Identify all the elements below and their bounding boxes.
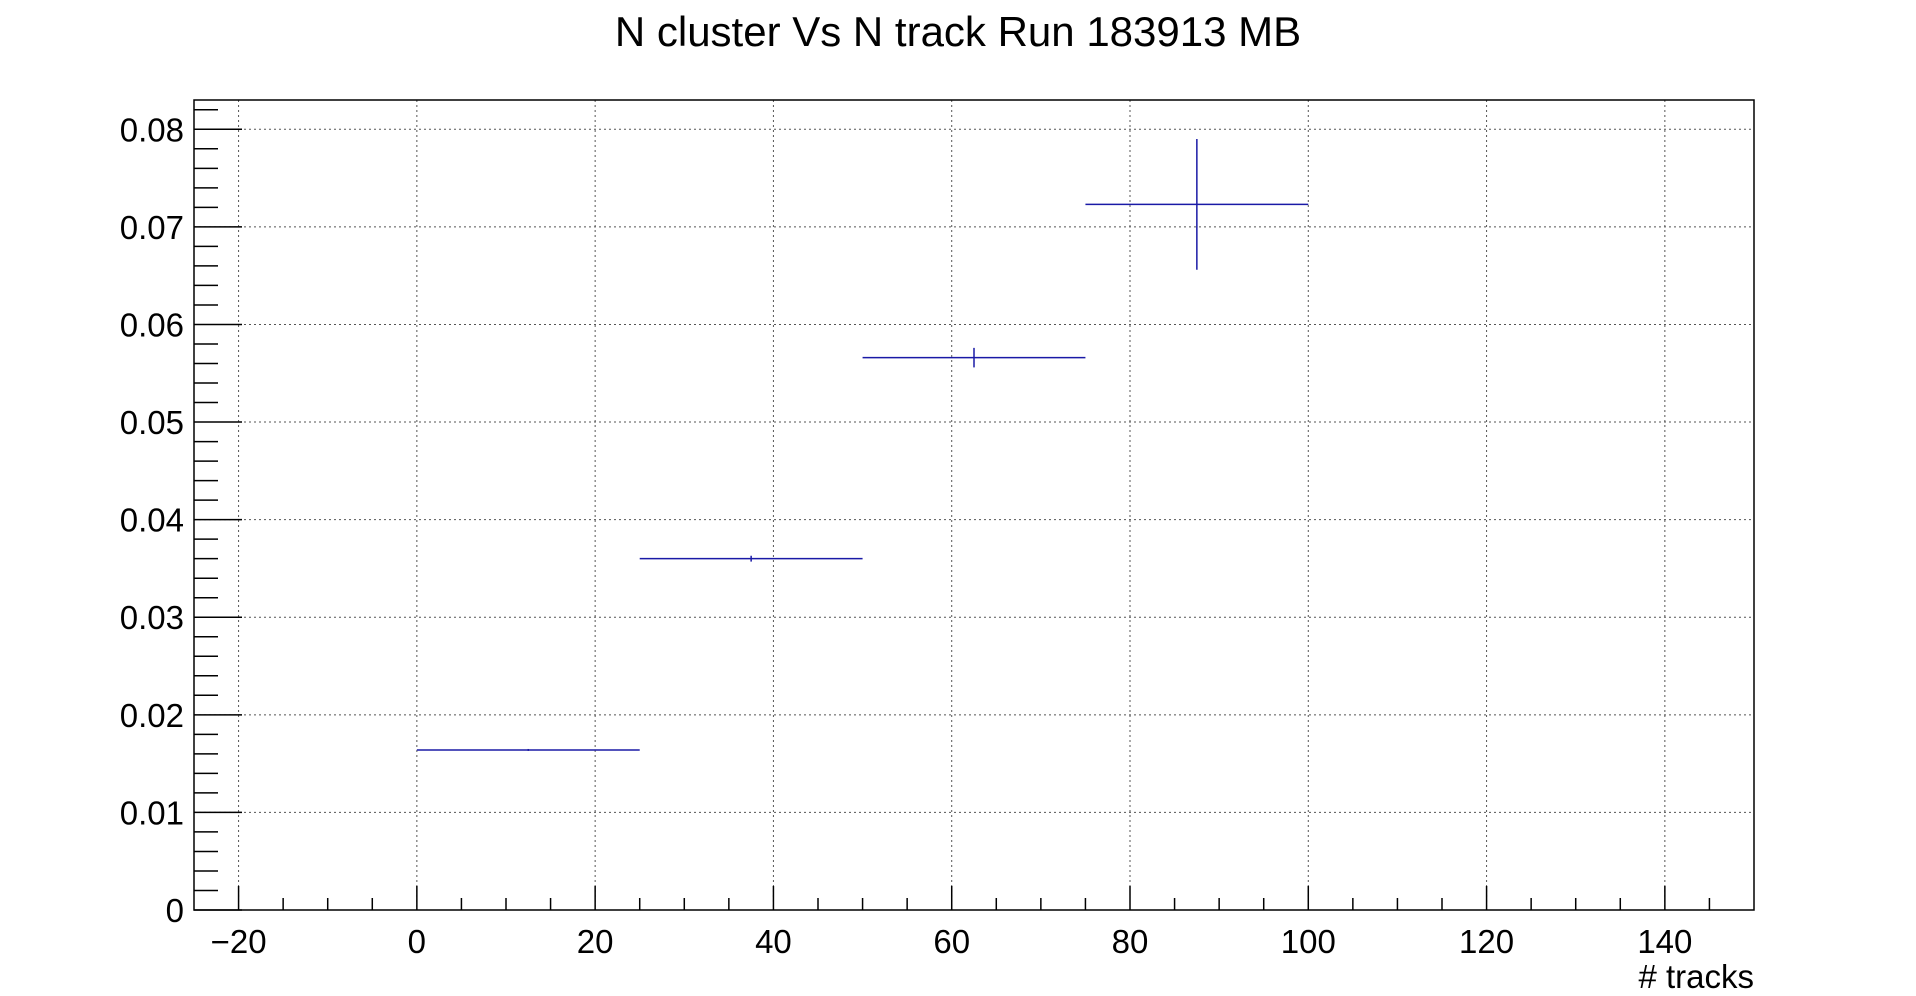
- x-tick-label: 120: [1459, 923, 1514, 960]
- y-tick-label: 0.02: [120, 697, 184, 734]
- x-axis-label: # tracks: [1638, 958, 1754, 995]
- y-tick-label: 0.06: [120, 306, 184, 343]
- x-tick-label: −20: [211, 923, 267, 960]
- y-tick-label: 0.05: [120, 404, 184, 441]
- data-layer: [416, 139, 1309, 751]
- tick-layer: −20 0 20 40 60 80 100 120 140 0 0.01 0.02 0.03 0.04 0.…: [120, 109, 1711, 960]
- x-tick-label: 0: [408, 923, 426, 960]
- grid-layer: [194, 100, 1754, 910]
- y-tick-label: 0: [166, 892, 184, 929]
- chart-title: N cluster Vs N track Run 183913 MB: [614, 8, 1302, 55]
- data-point: [416, 748, 640, 751]
- x-tick-label: 60: [933, 923, 970, 960]
- plot-frame: [193, 99, 1755, 911]
- y-tick-label: 0.08: [120, 111, 184, 148]
- y-tick-label: 0.04: [120, 502, 184, 539]
- x-tick-label: 20: [577, 923, 614, 960]
- y-tick-label: 0.01: [120, 794, 184, 831]
- x-tick-label: 40: [755, 923, 792, 960]
- y-tick-label: 0.03: [120, 599, 184, 636]
- x-tick-label: 100: [1281, 923, 1336, 960]
- data-point: [1085, 139, 1309, 270]
- data-point: [862, 347, 1086, 368]
- y-tick-label: 0.07: [120, 209, 184, 246]
- x-tick-label: 80: [1112, 923, 1149, 960]
- x-tick-label: 140: [1637, 923, 1692, 960]
- data-point: [639, 555, 863, 562]
